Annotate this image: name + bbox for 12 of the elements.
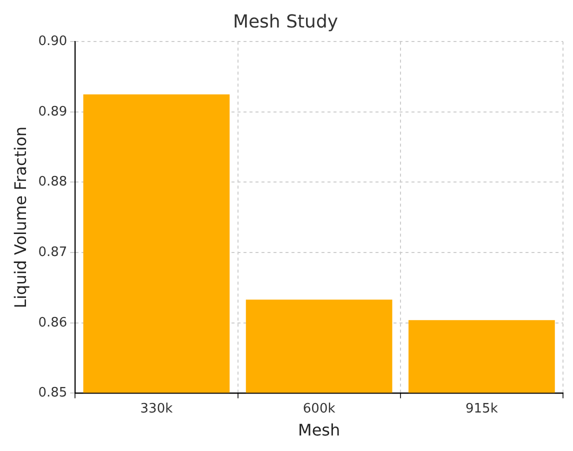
x-tick-label: 330k	[140, 401, 174, 416]
y-tick-label: 0.88	[38, 174, 68, 190]
x-tick-label: 915k	[466, 401, 498, 416]
y-tick-label: 0.90	[38, 34, 68, 49]
x-tick-label: 600k	[302, 401, 336, 416]
y-tick-label: 0.87	[38, 244, 68, 260]
y-tick-label: 0.86	[38, 315, 68, 330]
chart-title: Mesh Study	[232, 11, 338, 32]
y-tick-label: 0.85	[38, 386, 68, 401]
x-axis-title: Mesh	[298, 420, 340, 440]
y-axis-title: Liquid Volume Fraction	[10, 126, 30, 308]
y-tick-label: 0.89	[38, 104, 68, 120]
